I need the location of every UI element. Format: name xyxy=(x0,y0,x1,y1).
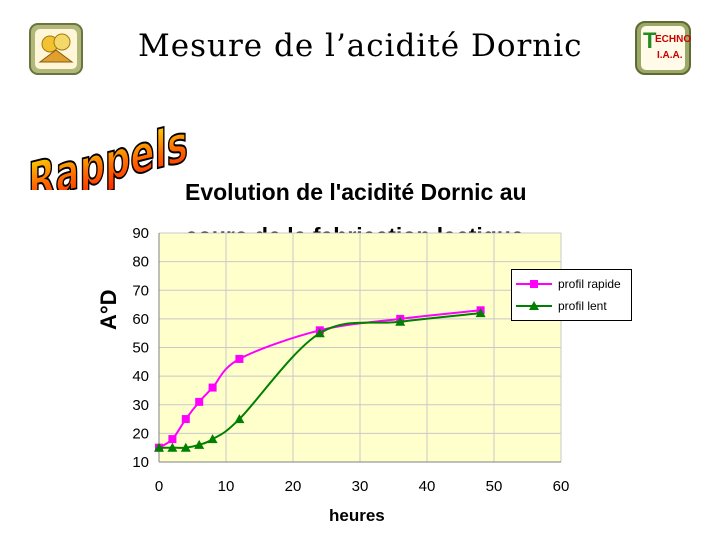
page-title: Mesure de l’acidité Dornic xyxy=(138,28,583,64)
chart-title-line1: Evolution de l'acidité Dornic au xyxy=(185,179,527,205)
data-point-rapide xyxy=(195,397,204,406)
logo-text-top: ECHNO xyxy=(655,34,691,45)
data-point-lent xyxy=(207,434,218,444)
data-point-lent xyxy=(167,442,178,452)
data-point-rapide xyxy=(168,435,177,444)
data-point-rapide xyxy=(235,354,244,363)
data-point-lent xyxy=(395,316,406,326)
legend-marker-square-icon xyxy=(516,280,552,288)
x-axis-label: heures xyxy=(329,506,385,525)
data-point-rapide xyxy=(181,415,190,424)
series-line-rapide xyxy=(158,309,481,449)
y-tick-label: 10 xyxy=(132,454,149,471)
y-tick-label: 40 xyxy=(132,368,149,385)
y-tick-label: 70 xyxy=(132,282,149,299)
y-tick-label: 50 xyxy=(132,340,149,357)
x-tick-label: 40 xyxy=(419,478,436,495)
data-point-lent xyxy=(180,442,191,452)
data-point-lent xyxy=(154,442,164,452)
data-point-lent xyxy=(475,308,486,318)
y-axis-label: A°D xyxy=(96,289,121,330)
chart-legend: profil rapide profil lent xyxy=(511,269,632,321)
data-point-lent xyxy=(234,414,245,424)
y-tick-label: 20 xyxy=(132,425,149,442)
logo-text-bottom: I.A.A. xyxy=(657,50,683,61)
rappels-banner: Rappels xyxy=(27,112,189,190)
x-tick-label: 10 xyxy=(218,478,235,495)
series-line-lent xyxy=(159,312,481,449)
logo-letter: T xyxy=(643,28,657,53)
legend-marker-triangle-icon xyxy=(516,301,552,310)
x-tick-label: 0 xyxy=(155,478,163,495)
x-tick-label: 50 xyxy=(486,478,503,495)
logo-techno-iaa-icon: T ECHNO I.A.A. xyxy=(635,21,691,75)
y-tick-label: 90 xyxy=(132,225,149,242)
x-tick-label: 20 xyxy=(285,478,302,495)
x-tick-label: 60 xyxy=(553,478,570,495)
data-point-lent xyxy=(194,439,205,449)
y-tick-label: 60 xyxy=(132,311,149,328)
legend-item-lent: profil lent xyxy=(516,298,607,314)
logo-left-icon xyxy=(29,23,83,75)
x-tick-label: 30 xyxy=(352,478,369,495)
y-tick-label: 80 xyxy=(132,254,149,271)
y-tick-label: 30 xyxy=(132,397,149,414)
legend-label-rapide: profil rapide xyxy=(558,277,621,291)
data-point-rapide xyxy=(208,383,217,392)
legend-item-rapide: profil rapide xyxy=(516,276,621,292)
data-point-lent xyxy=(314,328,325,338)
legend-label-lent: profil lent xyxy=(558,299,607,313)
